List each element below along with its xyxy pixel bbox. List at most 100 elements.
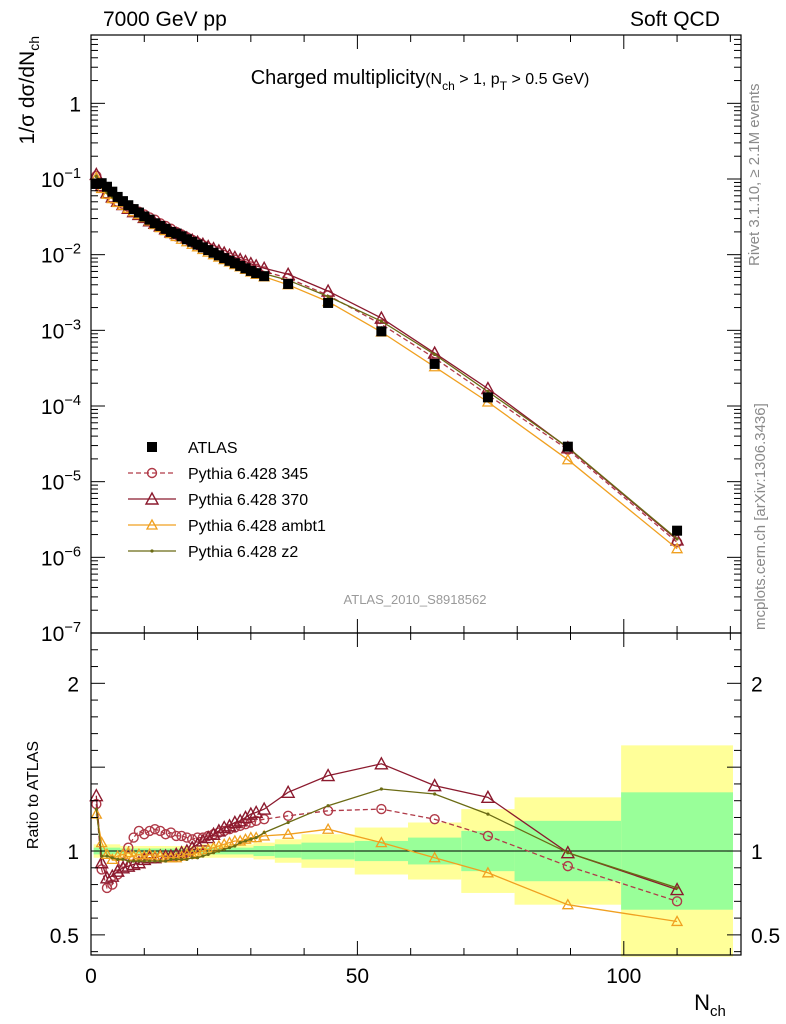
legend-label-3: Pythia 6.428 ambt1 (188, 518, 326, 535)
main-point-0-27 (235, 260, 246, 271)
ratio-point-0-15 (171, 830, 182, 842)
main-point-0-31 (259, 271, 270, 282)
ratio-point-2-30 (250, 831, 263, 843)
legend-marker-0 (147, 442, 157, 452)
main-point-0-25 (224, 255, 235, 266)
ratio-point-2-8 (132, 848, 146, 860)
legend-marker-4 (150, 549, 154, 553)
main-point-0-9 (139, 211, 150, 222)
ratio-y-tick-label-l-2: 2 (67, 673, 79, 696)
main-point-0-24 (219, 253, 230, 264)
main-point-0-19 (192, 239, 203, 250)
ratio-point-2-6 (122, 846, 135, 858)
ratio-line-0 (95, 804, 678, 902)
ratio-point-3-12 (158, 859, 162, 863)
ratio-point-1-6 (121, 858, 136, 872)
ratio-point-3-31 (262, 830, 266, 835)
main-point-0-5 (117, 196, 128, 207)
y-tick-label-5: 10−2 (41, 242, 81, 268)
y-tick-label-3: 10−4 (41, 393, 81, 419)
ratio-point-0-10 (144, 825, 155, 837)
analysis-tag: ATLAS_2010_S8918562 (344, 592, 487, 607)
ratio-point-0-37 (562, 860, 574, 872)
legend: ATLAS Pythia 6.428 345 Pythia 6.428 370 Pyt… (128, 440, 326, 561)
main-point-0-12 (155, 220, 166, 231)
main-point-0-30 (251, 268, 262, 279)
ratio-point-0-30 (250, 815, 262, 827)
ratio-line-2 (95, 813, 678, 923)
ratio-point-2-0 (90, 807, 103, 819)
ratio-point-0-3 (107, 879, 118, 890)
ratio-point-1-17 (179, 843, 195, 857)
main-point-4-35 (433, 352, 437, 357)
ratio-point-1-4 (110, 863, 125, 877)
legend-label-1: Pythia 6.428 345 (188, 466, 308, 483)
main-point-3-38 (670, 542, 684, 554)
ratio-point-3-2 (105, 854, 109, 858)
legend-marker-1 (146, 467, 158, 479)
ratio-point-0-16 (176, 830, 187, 842)
main-point-3-37 (561, 453, 574, 465)
ratio-point-1-38 (669, 882, 685, 896)
ratio-point-3-28 (243, 839, 248, 843)
legend-marker-2 (144, 491, 160, 505)
ratio-point-3-37 (566, 851, 570, 855)
ratio-y-tick-label-r-2: 2 (751, 673, 763, 696)
ratio-point-3-21 (206, 852, 210, 856)
ratio-point-3-9 (142, 859, 146, 863)
axis-ticks (90, 34, 741, 955)
main-point-0-3 (107, 186, 118, 197)
ratio-point-0-34 (376, 803, 387, 815)
ratio-point-3-14 (169, 857, 173, 862)
ratio-point-3-8 (137, 859, 141, 863)
y-tick-label-0: 10−7 (41, 620, 81, 646)
ratio-point-3-3 (110, 856, 114, 860)
ratio-point-3-38 (675, 886, 679, 890)
legend-marker-3 (145, 518, 159, 530)
y-tick-label-6: 10−1 (41, 166, 81, 192)
main-point-0-8 (133, 207, 144, 218)
ratio-point-2-31 (258, 829, 271, 841)
ratio-point-0-9 (139, 829, 150, 840)
main-point-0-36 (482, 392, 493, 403)
main-point-0-1 (96, 178, 107, 189)
ratio-point-3-0 (94, 807, 98, 811)
main-panel-series (89, 166, 685, 554)
ratio-point-1-8 (131, 855, 147, 869)
ratio-point-1-25 (222, 818, 237, 832)
ratio-point-3-7 (132, 859, 136, 863)
ratio-point-1-18 (185, 840, 200, 854)
ratio-y-tick-label-r-0: 0.5 (751, 925, 780, 948)
ratio-point-1-7 (126, 856, 141, 871)
ratio-point-2-36 (481, 866, 495, 878)
ratio-ylabel: Ratio to ATLAS (25, 741, 42, 849)
main-point-0-29 (245, 265, 256, 276)
ratio-point-1-23 (211, 823, 227, 837)
ratio-point-0-17 (181, 832, 193, 843)
main-point-0-38 (672, 525, 683, 536)
ratio-point-3-35 (433, 792, 437, 796)
main-point-0-11 (149, 218, 160, 229)
ratio-point-1-19 (190, 836, 205, 851)
ratio-point-2-38 (670, 915, 684, 927)
ratio-point-1-35 (427, 778, 442, 792)
main-point-4-33 (326, 294, 330, 299)
main-point-0-16 (176, 231, 187, 242)
main-point-0-13 (160, 223, 171, 234)
ratio-point-0-36 (482, 830, 494, 842)
ratio-point-3-33 (326, 804, 330, 808)
ratio-point-0-38 (671, 896, 683, 907)
ratio-point-3-32 (286, 820, 290, 825)
ratio-uncertainty-bands (91, 745, 741, 957)
y-tick-label-7: 1 (69, 93, 81, 116)
ratio-point-3-25 (227, 846, 232, 850)
chart-texts: 0 50 100 10−7 10−6 10−5 10−4 10−3 10−2 10−1 1 0.5 0.… (16, 36, 780, 1020)
x-tick-label-0: 0 (85, 965, 97, 988)
ratio-point-3-29 (249, 837, 253, 841)
ratio-y-tick-label-l-0: 0.5 (50, 925, 79, 948)
main-point-2-34 (374, 310, 389, 324)
main-point-0-6 (123, 200, 134, 211)
main-point-0-14 (165, 226, 176, 237)
main-point-0-18 (187, 236, 198, 247)
